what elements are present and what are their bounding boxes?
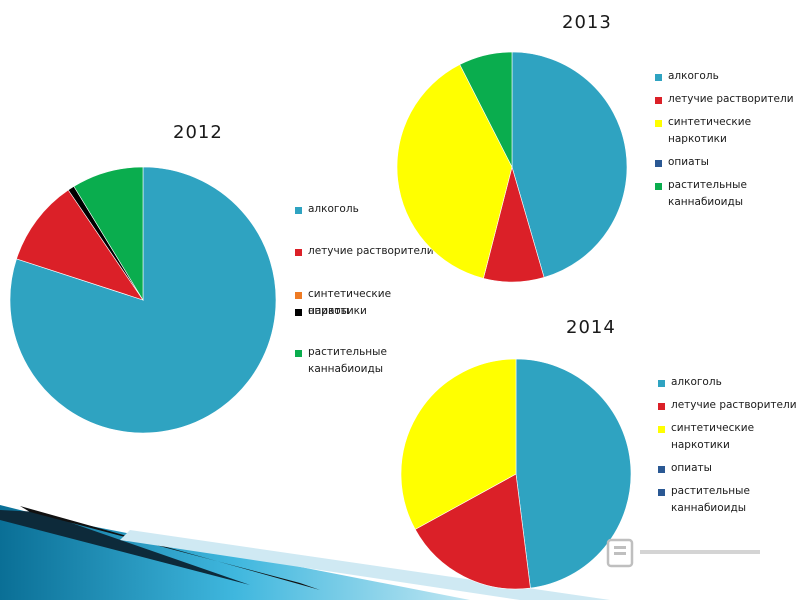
- legend-label: опиаты: [671, 462, 712, 474]
- legend-item: алкоголь: [295, 201, 448, 218]
- legend-swatch: [655, 74, 662, 81]
- presentation-logo-icon: [606, 538, 760, 568]
- legend-label: синтетические наркотики: [671, 422, 755, 451]
- legend-item: растительные каннабиоиды: [655, 177, 800, 211]
- legend: алкоголь летучие растворители синтетически…: [295, 201, 448, 378]
- legend-item: алкоголь: [655, 68, 800, 85]
- legend-label: алкоголь: [308, 203, 359, 215]
- legend-item: растительные каннабиоиды: [295, 344, 448, 378]
- legend-swatch: [655, 97, 662, 104]
- legend-item: растительные каннабиоиды: [658, 483, 800, 517]
- legend-swatch: [655, 183, 662, 190]
- black-ribbon: [20, 506, 320, 590]
- legend-swatch: [295, 207, 302, 214]
- pie-slice-3: [396, 64, 513, 279]
- pie-slice-2: [414, 473, 531, 590]
- legend-swatch: [295, 292, 302, 299]
- chart-title: 2013: [562, 12, 612, 33]
- legend-swatch: [655, 120, 662, 127]
- pie-slice-5: [73, 166, 144, 302]
- legend-item: летучие растворители: [295, 243, 448, 260]
- legend-label: опиаты: [308, 305, 349, 317]
- legend-item: синтетические наркотики: [295, 286, 448, 320]
- legend-swatch: [658, 403, 665, 410]
- legend-label: растительные каннабиоиды: [668, 179, 747, 208]
- legend-label: алкоголь: [668, 70, 719, 82]
- pie-slice-1: [511, 51, 628, 278]
- legend-swatch: [295, 249, 302, 256]
- legend-item: синтетические наркотики: [655, 114, 800, 148]
- legend-label: летучие растворители: [668, 93, 794, 105]
- legend-swatch: [658, 466, 665, 473]
- pie-slice-5: [459, 51, 513, 168]
- legend-swatch: [658, 426, 665, 433]
- legend-item: летучие растворители: [658, 397, 800, 414]
- dark-ribbon: [0, 510, 250, 585]
- chart-title: 2014: [566, 317, 616, 338]
- chart-title: 2012: [173, 122, 223, 143]
- legend-item: алкоголь: [658, 374, 800, 391]
- legend-item: синтетические наркотики: [658, 420, 800, 454]
- blue-ribbon: [0, 505, 470, 600]
- legend-swatch: [658, 380, 665, 387]
- legend-label: растительные каннабиоиды: [308, 346, 387, 375]
- legend-item: опиаты: [295, 303, 448, 320]
- legend-swatch: [295, 350, 302, 357]
- pie-slice-2: [16, 189, 144, 301]
- pie-slice-3: [400, 358, 517, 530]
- legend-label: синтетические наркотики: [308, 288, 392, 317]
- pie-slice-1: [515, 358, 632, 589]
- legend-item: опиаты: [655, 154, 800, 171]
- legend-item: летучие растворители: [655, 91, 800, 108]
- legend-label: алкоголь: [671, 376, 722, 388]
- legend-item: опиаты: [658, 460, 800, 477]
- legend: алкоголь летучие растворители синтетически…: [655, 68, 800, 211]
- legend-label: летучие растворители: [308, 245, 434, 257]
- legend-swatch: [295, 309, 302, 316]
- legend-label: растительные каннабиоиды: [671, 485, 750, 514]
- legend-swatch: [658, 489, 665, 496]
- legend-swatch: [655, 160, 662, 167]
- legend-label: синтетические наркотики: [668, 116, 752, 145]
- legend: алкоголь летучие растворители синтетически…: [658, 374, 800, 517]
- legend-label: летучие растворители: [671, 399, 797, 411]
- legend-label: опиаты: [668, 156, 709, 168]
